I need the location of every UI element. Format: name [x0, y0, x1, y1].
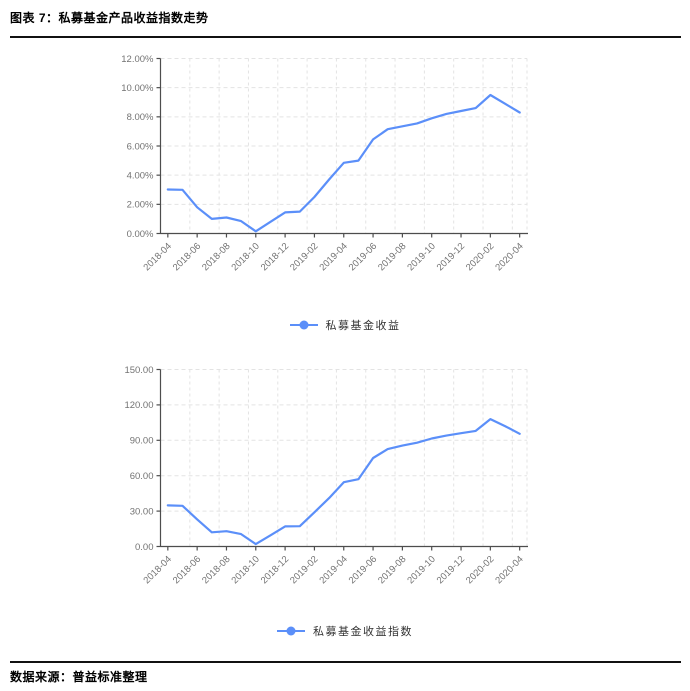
svg-text:2018-04: 2018-04 — [142, 241, 174, 273]
svg-text:0.00%: 0.00% — [127, 229, 154, 240]
svg-text:2019-10: 2019-10 — [405, 241, 437, 273]
svg-text:2020-02: 2020-02 — [464, 554, 496, 586]
figure-title: 图表 7：私募基金产品收益指数走势 — [10, 11, 209, 25]
svg-text:8.00%: 8.00% — [127, 112, 154, 123]
legend-label: 私募基金收益 — [325, 320, 401, 332]
svg-text:30.00: 30.00 — [130, 506, 154, 517]
svg-text:2019-02: 2019-02 — [288, 554, 320, 586]
returns-line-chart: 0.00% 2.00% 4.00% 6.00% 8.00% 10.00% 12.00% 201… — [121, 54, 528, 273]
svg-text:2020-02: 2020-02 — [464, 241, 496, 273]
svg-text:10.00%: 10.00% — [121, 83, 154, 94]
legend-line-marker — [277, 626, 305, 636]
svg-text:2018-10: 2018-10 — [229, 554, 261, 586]
svg-text:6.00%: 6.00% — [127, 141, 154, 152]
svg-text:2019-12: 2019-12 — [435, 554, 467, 586]
svg-text:12.00%: 12.00% — [121, 54, 154, 65]
header-divider — [10, 36, 681, 38]
svg-text:2018-12: 2018-12 — [259, 241, 291, 273]
svg-text:0.00: 0.00 — [135, 542, 154, 553]
svg-text:2020-04: 2020-04 — [493, 554, 525, 586]
svg-text:2019-04: 2019-04 — [317, 554, 349, 586]
index-line-chart: 0.0030.0060.0090.00120.00150.002018-0420… — [124, 365, 528, 586]
svg-text:2.00%: 2.00% — [127, 200, 154, 211]
svg-text:2018-06: 2018-06 — [171, 554, 203, 586]
svg-text:2019-06: 2019-06 — [347, 554, 379, 586]
svg-text:2020-04: 2020-04 — [493, 241, 525, 273]
svg-text:2019-12: 2019-12 — [435, 241, 467, 273]
svg-text:2019-08: 2019-08 — [376, 554, 408, 586]
svg-text:2019-04: 2019-04 — [317, 241, 349, 273]
svg-text:2019-08: 2019-08 — [376, 241, 408, 273]
svg-text:2019-06: 2019-06 — [347, 241, 379, 273]
legend-returns[interactable]: 私募基金收益 — [0, 317, 690, 333]
legend-dot-icon — [286, 626, 296, 636]
svg-text:4.00%: 4.00% — [127, 170, 154, 181]
legend-dot-icon — [299, 320, 308, 330]
svg-text:2018-06: 2018-06 — [171, 241, 203, 273]
svg-text:2018-04: 2018-04 — [142, 554, 174, 586]
svg-text:120.00: 120.00 — [124, 400, 153, 411]
svg-text:2018-12: 2018-12 — [259, 554, 291, 586]
legend-label: 私募基金收益指数 — [313, 626, 413, 638]
svg-text:2018-08: 2018-08 — [200, 554, 232, 586]
svg-text:2019-02: 2019-02 — [288, 241, 320, 273]
legend-line-marker — [289, 320, 318, 330]
svg-text:90.00: 90.00 — [130, 436, 154, 447]
data-source: 数据来源：普益标准整理 — [10, 670, 148, 684]
svg-text:150.00: 150.00 — [124, 365, 153, 376]
svg-text:2018-08: 2018-08 — [200, 241, 232, 273]
svg-text:2018-10: 2018-10 — [229, 241, 261, 273]
svg-text:2019-10: 2019-10 — [405, 554, 437, 586]
svg-text:60.00: 60.00 — [130, 471, 154, 482]
footer-divider — [10, 661, 681, 663]
legend-index[interactable]: 私募基金收益指数 — [0, 623, 690, 639]
